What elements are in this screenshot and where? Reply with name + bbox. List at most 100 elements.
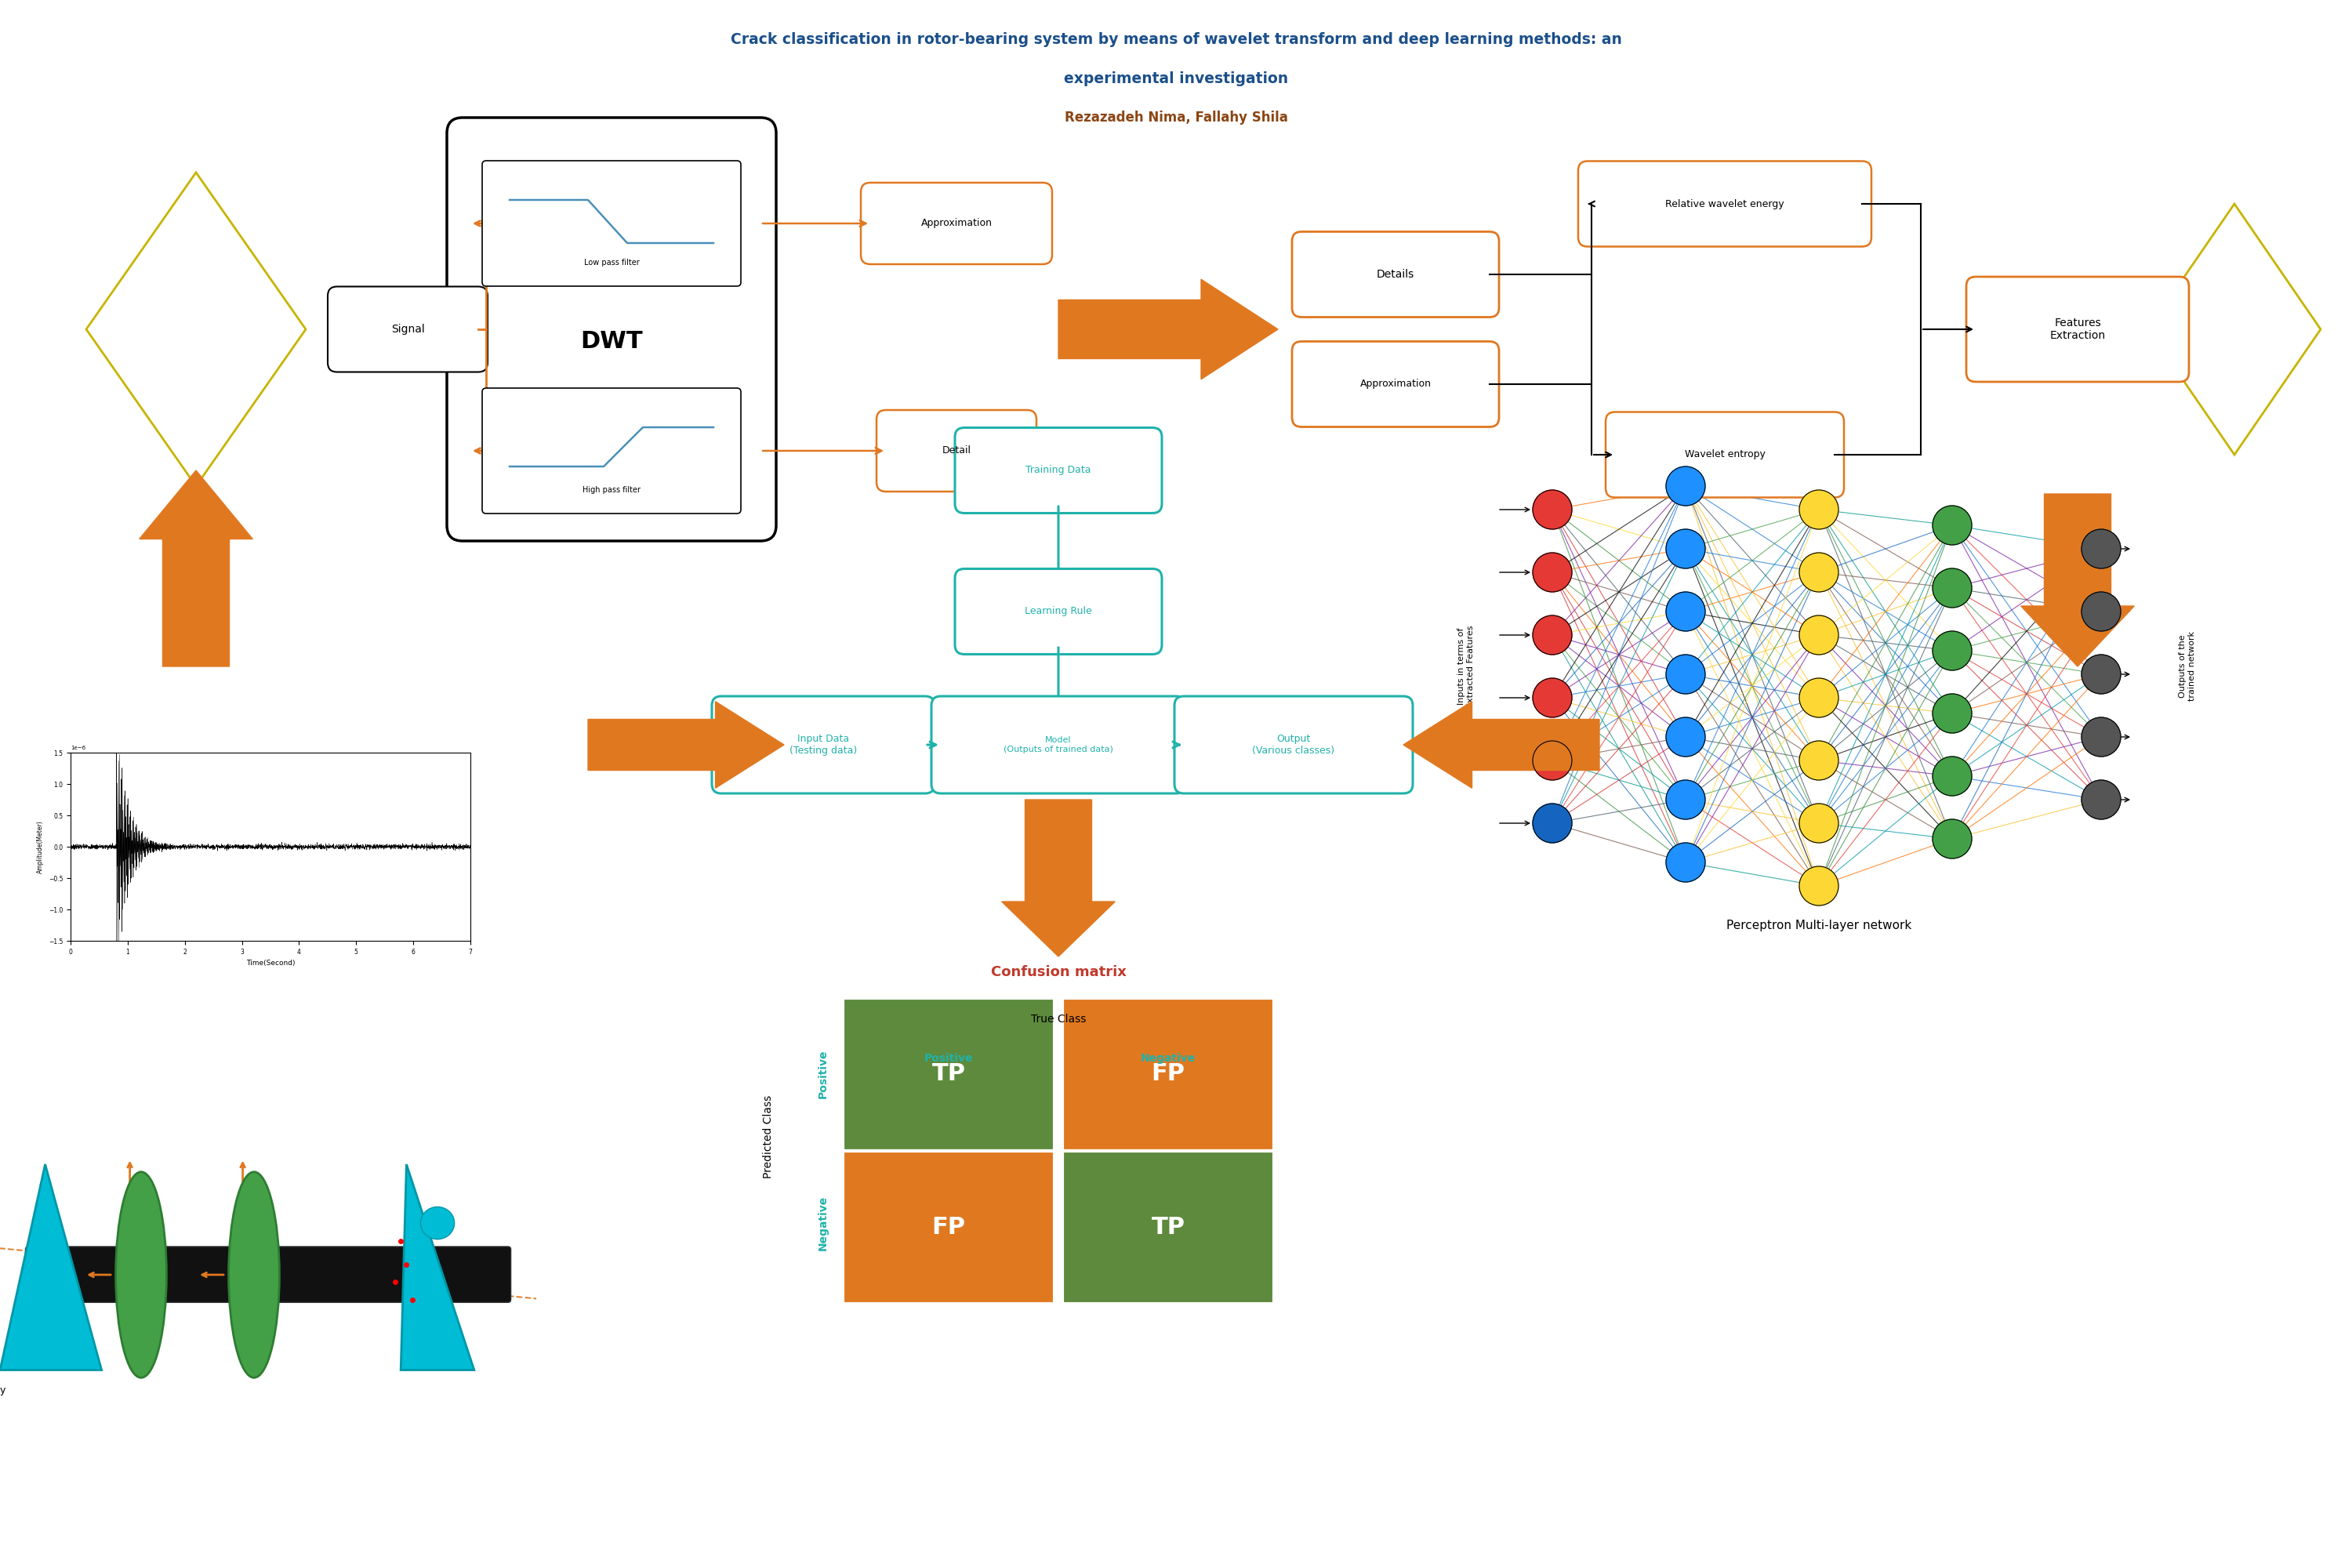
FancyBboxPatch shape — [447, 118, 776, 541]
Polygon shape — [0, 1163, 101, 1370]
Circle shape — [1799, 677, 1839, 718]
Circle shape — [1799, 742, 1839, 779]
Ellipse shape — [115, 1171, 167, 1378]
Polygon shape — [400, 1163, 475, 1370]
Text: Outputs of the
trained network: Outputs of the trained network — [2178, 632, 2197, 701]
Circle shape — [1665, 844, 1705, 881]
Text: TP: TP — [931, 1063, 964, 1085]
Ellipse shape — [134, 1181, 165, 1369]
Text: Positive: Positive — [924, 1054, 974, 1063]
Circle shape — [1799, 803, 1839, 844]
Text: Inputs in terms of
Extracted Features: Inputs in terms of Extracted Features — [1458, 626, 1475, 707]
FancyBboxPatch shape — [1966, 276, 2190, 381]
Text: TP: TP — [1152, 1215, 1185, 1239]
Text: Rezazadeh Nima, Fallahy Shila: Rezazadeh Nima, Fallahy Shila — [1065, 110, 1287, 125]
Circle shape — [1665, 655, 1705, 693]
Text: FP: FP — [931, 1215, 964, 1239]
Polygon shape — [1002, 800, 1115, 956]
FancyBboxPatch shape — [482, 160, 741, 285]
Circle shape — [2082, 718, 2122, 757]
Text: Positive: Positive — [818, 1049, 828, 1099]
Ellipse shape — [421, 1207, 454, 1239]
Circle shape — [1799, 615, 1839, 655]
Y-axis label: Amplitude(Meter): Amplitude(Meter) — [38, 820, 45, 873]
Circle shape — [1534, 742, 1571, 779]
Circle shape — [1933, 630, 1971, 671]
Text: Output
(Various classes): Output (Various classes) — [1251, 734, 1336, 756]
Text: DWT: DWT — [581, 329, 642, 353]
FancyBboxPatch shape — [931, 696, 1185, 793]
Circle shape — [1665, 467, 1705, 505]
Text: experimental investigation: experimental investigation — [1063, 71, 1289, 86]
FancyBboxPatch shape — [482, 387, 741, 514]
Circle shape — [1534, 489, 1571, 530]
Circle shape — [1534, 554, 1571, 591]
Circle shape — [1665, 718, 1705, 757]
FancyBboxPatch shape — [955, 428, 1162, 513]
Text: True Class: True Class — [1030, 1014, 1087, 1025]
FancyBboxPatch shape — [1578, 162, 1872, 246]
FancyBboxPatch shape — [327, 287, 487, 372]
Circle shape — [2082, 591, 2122, 630]
Circle shape — [1799, 489, 1839, 530]
FancyBboxPatch shape — [1291, 342, 1498, 426]
Circle shape — [2082, 655, 2122, 693]
Text: Details: Details — [1376, 270, 1414, 279]
Polygon shape — [139, 470, 252, 666]
Text: Signal: Signal — [390, 325, 423, 336]
Circle shape — [2082, 530, 2122, 568]
Circle shape — [1534, 803, 1571, 844]
FancyBboxPatch shape — [713, 696, 934, 793]
Circle shape — [1665, 779, 1705, 818]
Circle shape — [1534, 677, 1571, 718]
Text: Model
(Outputs of trained data): Model (Outputs of trained data) — [1004, 737, 1112, 753]
Text: Low pass filter: Low pass filter — [583, 259, 640, 267]
Text: Negative: Negative — [818, 1195, 828, 1251]
Circle shape — [1534, 615, 1571, 655]
Circle shape — [1665, 530, 1705, 568]
FancyBboxPatch shape — [1606, 412, 1844, 497]
Text: Negative: Negative — [1141, 1054, 1195, 1063]
FancyBboxPatch shape — [955, 569, 1162, 654]
Text: Predicted Class: Predicted Class — [762, 1094, 774, 1179]
Text: FP: FP — [1152, 1063, 1185, 1085]
FancyBboxPatch shape — [842, 1151, 1054, 1303]
Text: Relative wavelet energy: Relative wavelet energy — [1665, 199, 1785, 209]
Text: High pass filter: High pass filter — [583, 486, 640, 494]
Circle shape — [1933, 505, 1971, 546]
Text: Perceptron Multi-layer network: Perceptron Multi-layer network — [1726, 919, 1912, 931]
Text: Input Data
(Testing data): Input Data (Testing data) — [790, 734, 856, 756]
FancyBboxPatch shape — [861, 182, 1051, 263]
FancyBboxPatch shape — [26, 1247, 510, 1303]
X-axis label: Time(Second): Time(Second) — [247, 960, 294, 967]
Text: Training Data: Training Data — [1025, 466, 1091, 475]
FancyBboxPatch shape — [1291, 232, 1498, 317]
Circle shape — [1933, 818, 1971, 858]
Text: Learning Rule: Learning Rule — [1025, 607, 1091, 616]
Circle shape — [1799, 554, 1839, 591]
Circle shape — [1799, 866, 1839, 906]
Circle shape — [2082, 779, 2122, 818]
Text: Approximation: Approximation — [922, 218, 993, 229]
FancyBboxPatch shape — [1063, 1151, 1275, 1303]
FancyBboxPatch shape — [877, 409, 1037, 492]
FancyBboxPatch shape — [1063, 997, 1275, 1151]
Text: Features
Extraction: Features Extraction — [2049, 317, 2105, 342]
Text: Crack classification in rotor-bearing system by means of wavelet transform and d: Crack classification in rotor-bearing sy… — [731, 31, 1621, 47]
Ellipse shape — [228, 1171, 280, 1378]
Circle shape — [1665, 591, 1705, 630]
Ellipse shape — [247, 1181, 278, 1369]
Text: z: z — [5, 1350, 12, 1361]
FancyBboxPatch shape — [1174, 696, 1414, 793]
Text: Detail: Detail — [941, 445, 971, 456]
Circle shape — [1933, 757, 1971, 797]
Text: Wavelet entropy: Wavelet entropy — [1684, 450, 1764, 459]
Polygon shape — [1404, 701, 1599, 789]
FancyBboxPatch shape — [842, 997, 1054, 1151]
Circle shape — [1933, 693, 1971, 734]
Circle shape — [1933, 568, 1971, 607]
Polygon shape — [588, 701, 783, 789]
Text: Confusion matrix: Confusion matrix — [990, 964, 1127, 978]
Polygon shape — [2020, 494, 2133, 666]
Text: y: y — [0, 1386, 5, 1396]
